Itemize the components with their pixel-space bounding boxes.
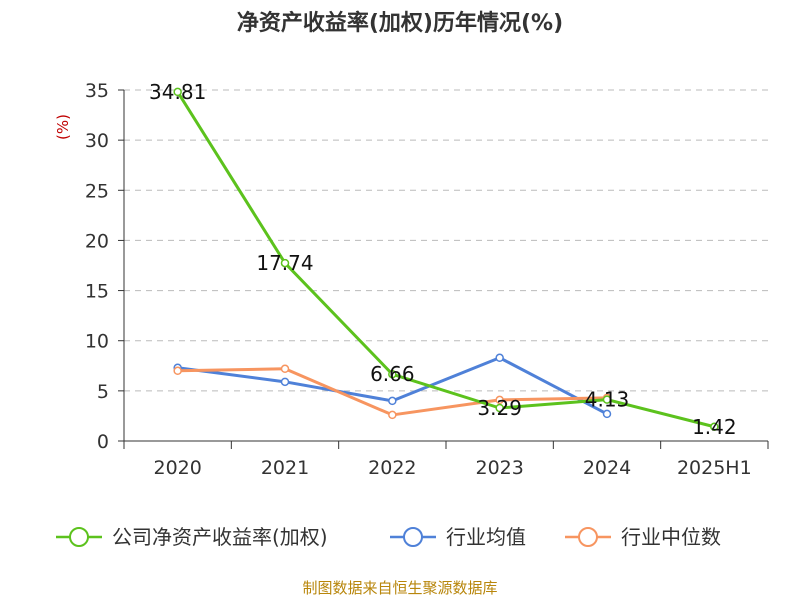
legend: 公司净资产收益率(加权) 行业均值 行业中位数 xyxy=(56,525,721,549)
x-tick-label: 2020 xyxy=(153,457,201,479)
y-tick-label: 10 xyxy=(85,331,109,353)
chart-title: 净资产收益率(加权)历年情况(%) xyxy=(237,10,563,36)
data-point xyxy=(602,395,612,404)
legend-label: 行业中位数 xyxy=(621,525,721,549)
x-tick-label: 2021 xyxy=(261,457,309,479)
data-point xyxy=(495,403,504,413)
data-label: 6.66 xyxy=(370,362,415,386)
x-tick-label: 2025H1 xyxy=(677,457,752,479)
series-line xyxy=(176,91,715,429)
x-tick-label: 2022 xyxy=(368,457,416,479)
axes: 0 5 10 15 20 25 30 35 2020 2021 2022 2023 2024 2025H1 xyxy=(85,80,769,479)
data-point xyxy=(280,364,290,374)
legend-label: 行业均值 xyxy=(446,525,526,549)
y-axis-label: (%) xyxy=(54,114,72,140)
data-point xyxy=(388,410,397,420)
data-label: 4.13 xyxy=(585,388,630,412)
legend-marker-circle xyxy=(403,527,423,547)
y-tick-label: 5 xyxy=(97,381,109,403)
data-point xyxy=(388,369,397,379)
data-point xyxy=(495,395,504,405)
data-point xyxy=(173,87,182,97)
data-label: 34.81 xyxy=(149,80,206,104)
y-tick-label: 30 xyxy=(85,130,109,152)
y-tick-label: 35 xyxy=(85,80,109,102)
x-tick-label: 2024 xyxy=(583,457,631,479)
data-point xyxy=(388,396,397,406)
x-tick-label: 2023 xyxy=(475,457,523,479)
data-point xyxy=(602,409,612,419)
y-tick-label: 0 xyxy=(97,431,109,453)
data-point xyxy=(173,366,182,376)
series-layer xyxy=(173,87,719,432)
data-label: 1.42 xyxy=(692,415,737,439)
legend-marker-circle xyxy=(69,527,89,547)
data-label: 17.74 xyxy=(256,251,313,275)
legend-marker-circle xyxy=(578,527,598,547)
data-point xyxy=(280,258,290,268)
grid-lines xyxy=(124,89,768,392)
data-labels: 34.81 17.74 6.66 3.29 4.13 1.42 xyxy=(149,80,737,439)
data-point xyxy=(710,422,719,432)
y-tick-label: 20 xyxy=(85,230,109,252)
data-label: 3.29 xyxy=(477,396,522,420)
source-note: 制图数据来自恒生聚源数据库 xyxy=(302,579,497,597)
data-point xyxy=(495,353,504,363)
y-tick-label: 15 xyxy=(85,281,109,303)
data-point xyxy=(280,377,290,387)
y-tick-label: 25 xyxy=(85,180,109,202)
legend-label: 公司净资产收益率(加权) xyxy=(112,525,328,549)
